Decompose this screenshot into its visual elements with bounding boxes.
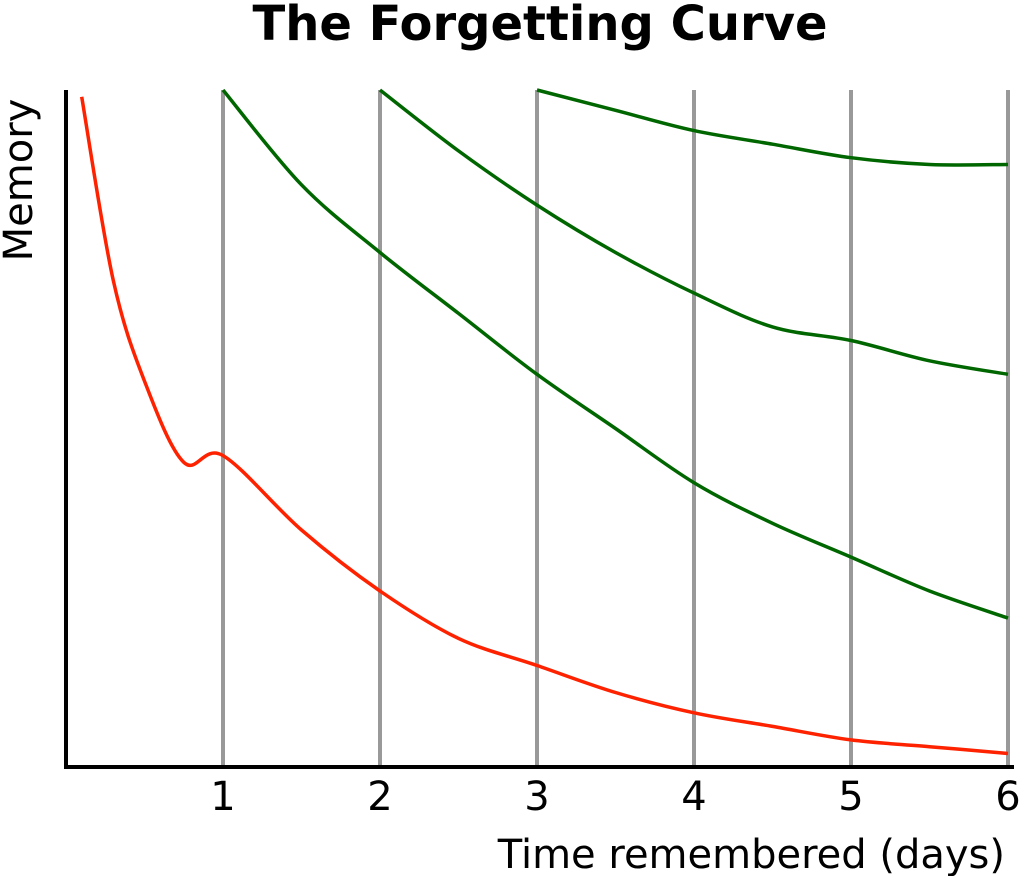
chart-title: The Forgetting Curve [252,0,827,52]
grid-lines [221,90,1010,767]
x-tick-label: 6 [995,774,1020,820]
series-line-1 [79,96,1009,756]
x-tick-label: 5 [838,774,863,820]
x-axis-label: Time remembered (days) [497,832,1005,876]
series-line-3 [378,88,1009,377]
x-tick-label: 1 [210,774,235,820]
x-tick-labels: 1 2 3 4 5 6 [210,774,1020,820]
series-lines [79,88,1009,756]
series-line-2 [221,88,1009,620]
x-tick-label: 2 [367,774,392,820]
series-line-4 [536,88,1009,167]
y-axis-label: Memory [0,99,42,262]
x-tick-label: 3 [524,774,549,820]
x-tick-label: 4 [681,774,706,820]
